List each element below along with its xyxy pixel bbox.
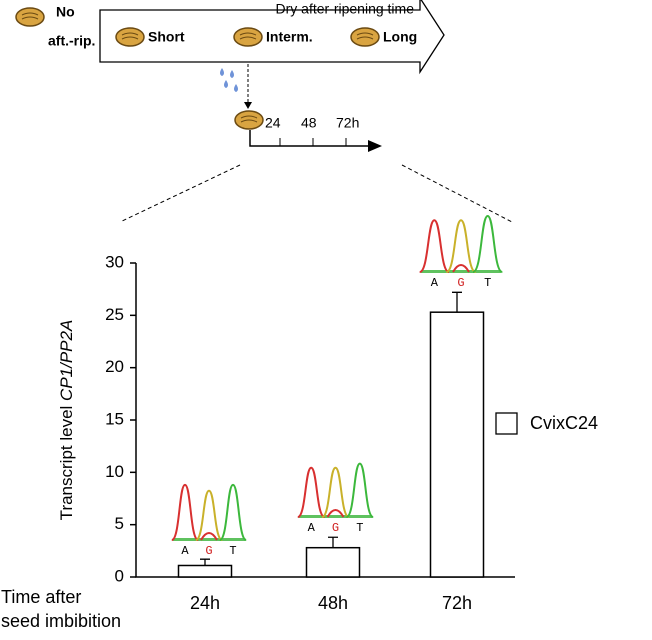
chrom-baseline <box>421 270 501 273</box>
x-axis-label: Time after <box>1 587 81 607</box>
base-label: A <box>181 544 189 558</box>
chrom-peak <box>200 532 218 541</box>
chrom-peak <box>445 219 477 273</box>
zoom-line <box>401 164 513 223</box>
chrom-baseline <box>173 538 245 541</box>
zoom-line <box>119 164 241 223</box>
y-label-part: Transcript level <box>57 401 76 520</box>
bar <box>177 564 233 578</box>
base-label: G <box>457 276 464 290</box>
y-tick-label: 25 <box>105 305 124 324</box>
arrowhead <box>244 102 252 109</box>
base-label: T <box>356 521 363 535</box>
chrom-peak <box>452 264 470 273</box>
base-label: G <box>332 521 339 535</box>
y-tick-label: 20 <box>105 357 124 376</box>
chrom-peak <box>321 466 350 518</box>
base-label: A <box>308 521 316 535</box>
timeline <box>249 130 370 147</box>
timeline-label: 72h <box>336 115 359 131</box>
timeline-label: 24 <box>265 115 281 131</box>
seed-icon <box>15 7 45 27</box>
x-tick-label: 72h <box>442 593 472 613</box>
arrow-label: Dry after-ripening time <box>276 1 415 17</box>
chrom-baseline <box>299 515 372 518</box>
error-bar <box>328 536 338 548</box>
chrom-peak <box>472 214 503 273</box>
seed-icon <box>350 27 380 47</box>
y-axis-label: Transcript level CP1/PP2A <box>57 320 76 521</box>
chrom-peak <box>326 509 345 518</box>
base-label: G <box>205 544 212 558</box>
stage-label: Short <box>148 29 185 45</box>
chrom-peak <box>345 462 375 518</box>
timeline-label: 48 <box>301 115 317 131</box>
plot: 0 5 10 15 20 25 30 24h 48h 72h CvixC24 A G T A G T A G T <box>105 214 598 613</box>
y-tick-label: 0 <box>115 566 124 585</box>
x-axis-label: seed imbibition <box>1 611 121 631</box>
y-tick-label: 10 <box>105 462 124 481</box>
legend-swatch <box>495 412 518 435</box>
chrom-peak <box>419 219 450 273</box>
seed-icon <box>234 110 264 130</box>
arrowhead <box>368 140 382 152</box>
y-tick-label: 5 <box>115 514 124 533</box>
base-label: T <box>229 544 236 558</box>
chrom-peak <box>218 483 248 541</box>
x-tick-label: 24h <box>190 593 220 613</box>
water-drops <box>220 68 238 92</box>
y-tick-label: 30 <box>105 252 124 271</box>
x-tick-label: 48h <box>318 593 348 613</box>
stage-label: Long <box>383 29 417 45</box>
chrom-peak <box>194 489 224 541</box>
stage-label: Interm. <box>266 29 313 45</box>
legend-label: CvixC24 <box>530 413 598 433</box>
y-label-part: CP1/PP2A <box>57 320 76 401</box>
y-tick-label: 15 <box>105 409 124 428</box>
base-label: T <box>484 276 491 290</box>
timeline-ticks <box>279 138 347 146</box>
seed-icon <box>233 27 263 47</box>
chrom-peak <box>296 466 326 518</box>
bar <box>429 311 485 578</box>
base-label: A <box>431 276 439 290</box>
start-label: No <box>56 4 75 20</box>
error-bar <box>452 291 462 313</box>
chrom-peak <box>170 483 200 541</box>
start-label: aft.-rip. <box>48 33 95 49</box>
bar <box>305 546 361 578</box>
seed-icon <box>115 27 145 47</box>
time-arrow <box>99 0 445 75</box>
error-bar <box>200 558 210 566</box>
